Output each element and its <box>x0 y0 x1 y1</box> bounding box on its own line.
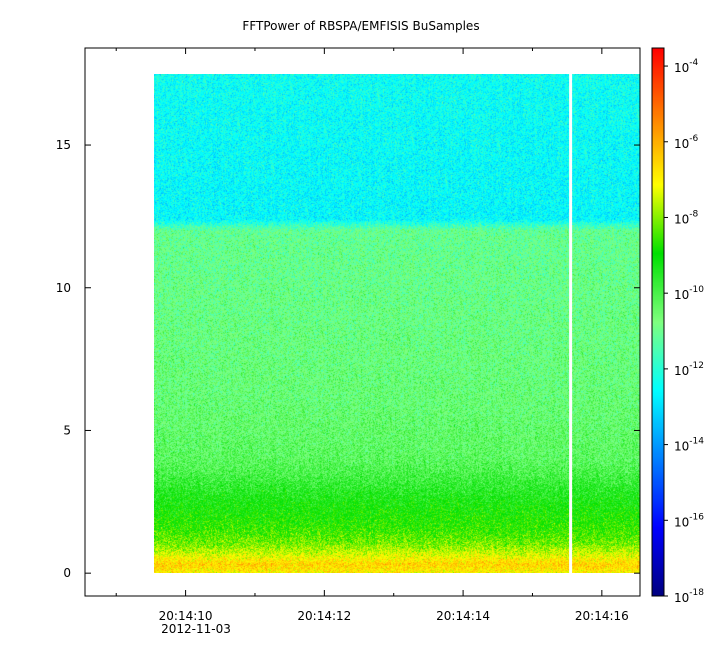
colorbar: 10-18 10-16 10-14 10-12 10-10 10-8 10-6 10-4 <box>651 47 704 605</box>
x-tick-label: 20:14:16 <box>575 609 629 623</box>
y-tick-label: 10 <box>56 281 71 295</box>
colorbar-tick-label: 10-18 <box>674 588 704 605</box>
y-tick-label: 15 <box>56 138 71 152</box>
x-tick-label: 20:14:10 <box>159 609 213 623</box>
colorbar-tick-label: 10-14 <box>674 437 704 454</box>
spectrogram-heatmap <box>154 74 640 573</box>
colorbar-ticks: 10-18 10-16 10-14 10-12 10-10 10-8 10-6 10-4 <box>664 58 704 605</box>
colorbar-tick-label: 10-16 <box>674 512 704 529</box>
x-axis-date-label: 2012-11-03 <box>161 622 231 636</box>
chart-title: FFTPower of RBSPA/EMFISIS BuSamples <box>242 19 479 33</box>
colorbar-tick-label: 10-4 <box>674 58 699 75</box>
y-tick-label: 5 <box>63 423 71 437</box>
colorbar-tick-label: 10-8 <box>674 209 699 226</box>
colorbar-tick-label: 10-10 <box>674 285 704 302</box>
y-axis: 0 5 10 15 <box>56 138 640 580</box>
data-gap-stripe <box>569 74 573 573</box>
plot-area <box>84 47 641 597</box>
x-tick-label: 20:14:12 <box>297 609 351 623</box>
colorbar-frame <box>651 47 665 597</box>
colorbar-tick-label: 10-12 <box>674 361 704 378</box>
x-tick-label: 20:14:14 <box>436 609 490 623</box>
x-axis: 2012-11-03 20:14:10 20:14:12 20:14:14 20:14… <box>115 48 629 636</box>
plot-frame <box>84 47 641 597</box>
y-tick-label: 0 <box>63 566 71 580</box>
colorbar-gradient <box>652 48 664 596</box>
colorbar-tick-label: 10-6 <box>674 134 699 151</box>
